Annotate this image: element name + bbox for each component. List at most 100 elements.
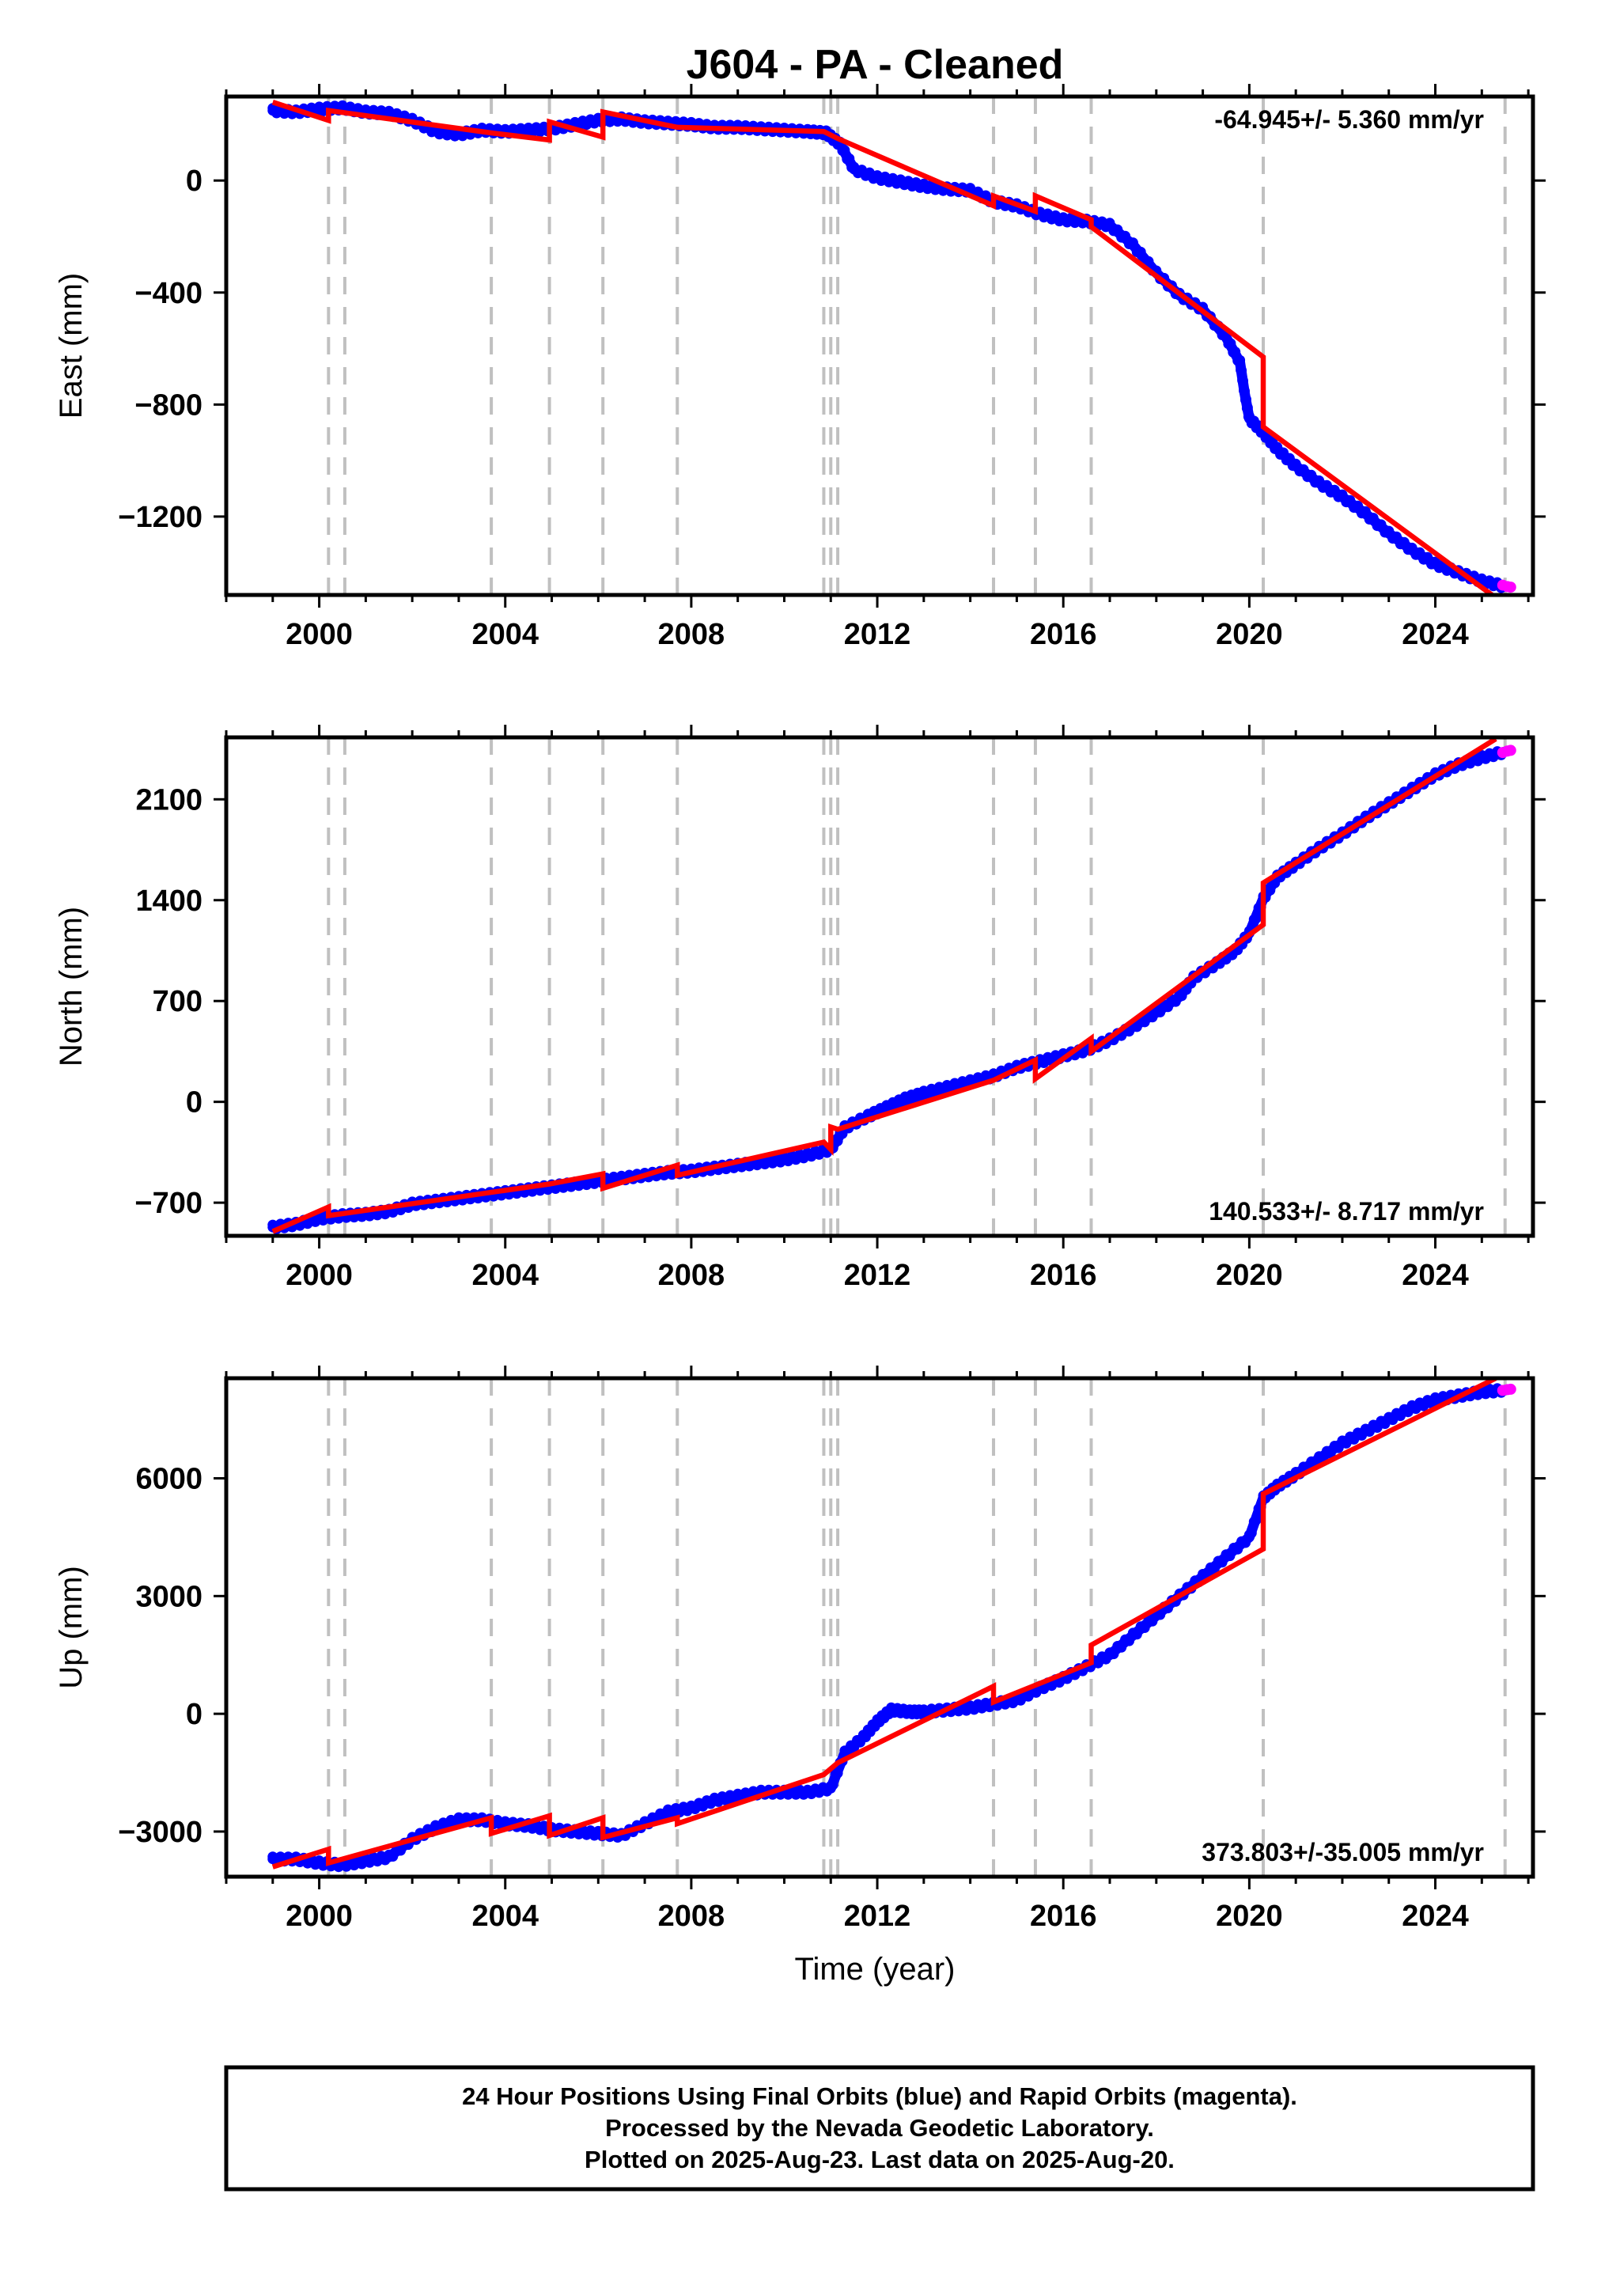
- final-orbit-point: [1120, 230, 1131, 241]
- velocity-annotation: 140.533+/- 8.717 mm/yr: [1209, 1197, 1484, 1226]
- y-tick-label: −700: [134, 1187, 202, 1220]
- final-orbit-point: [1376, 519, 1387, 530]
- x-tick-label: 2000: [286, 618, 353, 651]
- footer-line-1: 24 Hour Positions Using Final Orbits (bl…: [462, 2082, 1297, 2110]
- y-tick-label: −400: [134, 277, 202, 310]
- final-orbit-point: [827, 1779, 838, 1790]
- rapid-orbit-series: [1497, 744, 1516, 759]
- rapid-orbit-point: [1504, 1383, 1516, 1395]
- final-orbit-point: [1217, 1557, 1228, 1568]
- final-orbit-point: [1135, 246, 1146, 257]
- east-panel: 2000 2004 2008 2012 2016 2020 2024 0 −400 −800 −12…: [54, 84, 1546, 651]
- y-axis-label: Up (mm): [54, 1566, 89, 1689]
- y-tick-label: 1400: [135, 885, 202, 918]
- final-orbit-point: [1127, 237, 1138, 248]
- model-fit-line: [271, 100, 1497, 595]
- plot-area: [267, 737, 1516, 1236]
- axes-frame: [224, 1376, 1535, 1879]
- final-orbit-point: [1240, 385, 1250, 396]
- final-orbit-point: [1368, 513, 1379, 524]
- final-orbit-point: [396, 1845, 406, 1856]
- final-orbit-point: [839, 145, 850, 156]
- y-tick-label: 6000: [135, 1462, 202, 1495]
- final-orbit-point: [1337, 489, 1348, 500]
- final-orbit-point: [1147, 1616, 1158, 1627]
- final-orbit-point: [388, 1851, 399, 1862]
- final-orbit-point: [1155, 1609, 1166, 1620]
- y-tick-label: −800: [134, 388, 202, 422]
- up-panel: 2000 2004 2008 2012 2016 2020 2024 6000 3000 0 −30…: [54, 1366, 1546, 1933]
- x-tick-label: 2024: [1402, 1259, 1469, 1292]
- y-tick-label: 3000: [135, 1580, 202, 1613]
- x-tick-label: 2008: [658, 1900, 725, 1933]
- x-tick-label: 2000: [286, 1259, 353, 1292]
- final-orbit-point: [1116, 1642, 1127, 1653]
- x-tick-label: 2016: [1030, 1259, 1097, 1292]
- x-tick-label: 2020: [1216, 618, 1283, 651]
- final-orbit-point: [1235, 354, 1246, 366]
- final-orbit-point: [1108, 1649, 1119, 1660]
- final-orbit-point: [1240, 1537, 1251, 1548]
- x-tick-label: 2016: [1030, 618, 1097, 651]
- x-tick-label: 2012: [844, 1259, 911, 1292]
- final-orbit-point: [1306, 469, 1317, 480]
- x-tick-label: 2012: [844, 1900, 911, 1933]
- model-fit-line: [271, 737, 1497, 1234]
- final-orbit-point: [1251, 913, 1262, 924]
- velocity-annotation: 373.803+/-35.005 mm/yr: [1202, 1838, 1484, 1866]
- final-orbit-point: [1230, 347, 1241, 358]
- final-orbit-point: [1238, 375, 1248, 386]
- final-orbit-point: [1246, 1528, 1257, 1539]
- axes-frame: [224, 735, 1535, 1238]
- final-orbit-point: [1241, 394, 1251, 405]
- footer-box: 24 Hour Positions Using Final Orbits (bl…: [224, 2065, 1535, 2192]
- final-orbit-point: [1383, 525, 1395, 536]
- final-orbit-point: [1209, 1563, 1220, 1574]
- rapid-orbit-point: [1504, 582, 1516, 593]
- y-axis-label: North (mm): [54, 907, 89, 1067]
- final-orbit-point: [1139, 1623, 1150, 1633]
- x-tick-label: 2020: [1216, 1259, 1283, 1292]
- final-orbit-point: [1360, 506, 1371, 517]
- x-tick-label: 2008: [658, 618, 725, 651]
- x-tick-label: 2024: [1402, 1900, 1469, 1933]
- final-orbit-point: [1112, 224, 1123, 235]
- x-tick-label: 2024: [1402, 618, 1469, 651]
- footer-line-3: Plotted on 2025-Aug-23. Last data on 202…: [585, 2146, 1175, 2173]
- rapid-orbit-series: [1497, 579, 1516, 593]
- y-tick-label: 0: [186, 1086, 202, 1120]
- footer-line-2: Processed by the Nevada Geodetic Laborat…: [605, 2114, 1154, 2142]
- final-orbit-point: [1251, 1514, 1262, 1525]
- final-orbit-point: [1124, 1635, 1134, 1646]
- x-tick-label: 2004: [471, 1259, 539, 1292]
- x-axis-label: Time (year): [795, 1952, 956, 1987]
- x-tick-label: 2000: [286, 1900, 353, 1933]
- x-tick-label: 2004: [471, 618, 539, 651]
- axes-frame: [224, 94, 1535, 597]
- rapid-orbit-series: [1497, 1383, 1516, 1396]
- final-orbit-point: [832, 1767, 843, 1779]
- y-tick-label: 2100: [135, 783, 202, 816]
- chart-title: J604 - PA - Cleaned: [687, 42, 1064, 88]
- x-tick-label: 2008: [658, 1259, 725, 1292]
- north-panel: 2000 2004 2008 2012 2016 2020 2024 2100 1400 700 0…: [54, 725, 1546, 1292]
- y-tick-label: 0: [186, 165, 202, 198]
- plot-area: [267, 97, 1516, 595]
- x-tick-label: 2012: [844, 618, 911, 651]
- x-tick-label: 2020: [1216, 1900, 1283, 1933]
- final-orbit-point: [1143, 256, 1154, 267]
- plot-area: [267, 1378, 1516, 1877]
- x-tick-label: 2016: [1030, 1900, 1097, 1933]
- final-orbit-point: [1131, 1629, 1142, 1640]
- velocity-annotation: -64.945+/- 5.360 mm/yr: [1214, 105, 1484, 134]
- final-orbit-point: [1225, 338, 1236, 349]
- final-orbit-point: [1232, 1544, 1243, 1555]
- y-tick-label: 0: [186, 1698, 202, 1731]
- y-tick-label: 700: [153, 985, 202, 1018]
- final-orbit-point: [1224, 1551, 1236, 1562]
- rapid-orbit-point: [1504, 744, 1516, 756]
- y-tick-label: −3000: [118, 1816, 202, 1849]
- final-orbit-point: [1391, 531, 1402, 542]
- y-tick-label: −1200: [118, 501, 202, 534]
